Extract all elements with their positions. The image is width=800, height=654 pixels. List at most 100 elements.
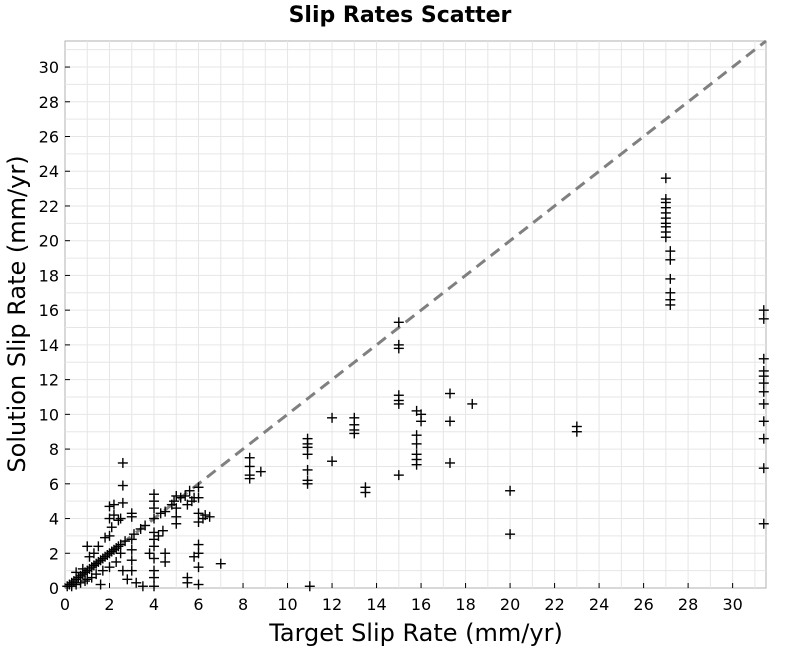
data-point [758, 378, 769, 389]
data-point [160, 556, 171, 567]
data-point [149, 581, 160, 592]
data-point [193, 482, 204, 493]
data-point [393, 398, 404, 409]
data-point [122, 574, 133, 585]
x-tick-label: 8 [238, 595, 248, 614]
data-point [758, 353, 769, 364]
data-point [93, 541, 104, 552]
data-point [660, 232, 671, 243]
data-point [660, 173, 671, 184]
data-point [106, 522, 117, 533]
data-point [66, 581, 77, 592]
y-tick-label: 16 [39, 301, 59, 320]
data-point [571, 426, 582, 437]
y-tick-label: 12 [39, 371, 59, 390]
data-point [155, 508, 166, 519]
data-point [160, 548, 171, 559]
data-point [255, 466, 266, 477]
y-axis-label: Solution Slip Rate (mm/yr) [3, 155, 31, 472]
data-point [149, 513, 160, 524]
data-point [193, 562, 204, 573]
data-point [149, 553, 160, 564]
data-point [126, 544, 137, 555]
data-point [91, 569, 102, 580]
data-point [444, 457, 455, 468]
data-point [758, 416, 769, 427]
y-tick-label: 24 [39, 162, 59, 181]
data-point [758, 398, 769, 409]
data-point [393, 343, 404, 354]
data-point [180, 490, 191, 501]
x-tick-label: 26 [633, 595, 653, 614]
x-tick-label: 22 [544, 595, 564, 614]
data-point [126, 534, 137, 545]
y-tick-label: 20 [39, 232, 59, 251]
data-point [126, 508, 137, 519]
data-point [169, 496, 180, 507]
data-point [171, 490, 182, 501]
y-tick-label: 0 [49, 579, 59, 598]
data-point [411, 430, 422, 441]
data-point [149, 503, 160, 514]
data-point [758, 463, 769, 474]
data-point [467, 398, 478, 409]
x-tick-label: 0 [60, 595, 70, 614]
y-tick-label: 22 [39, 197, 59, 216]
data-point [97, 565, 108, 576]
data-point [149, 572, 160, 583]
data-point [393, 470, 404, 481]
data-point [88, 548, 99, 559]
x-tick-label: 4 [149, 595, 159, 614]
data-point [360, 487, 371, 498]
reference-line [64, 39, 767, 590]
data-point [117, 565, 128, 576]
data-point [104, 530, 115, 541]
data-point [120, 536, 131, 547]
x-tick-label: 16 [411, 595, 431, 614]
data-point [411, 459, 422, 470]
data-point [302, 478, 313, 489]
x-tick-label: 28 [678, 595, 698, 614]
data-point [82, 541, 93, 552]
data-point [193, 492, 204, 503]
x-tick-label: 20 [500, 595, 520, 614]
data-point [75, 577, 86, 588]
data-point [137, 581, 148, 592]
data-point [182, 577, 193, 588]
data-point [175, 492, 186, 503]
data-point [244, 461, 255, 472]
data-point [128, 529, 139, 540]
data-point [327, 456, 338, 467]
data-point [117, 480, 128, 491]
data-point [80, 576, 91, 587]
x-tick-label: 30 [722, 595, 742, 614]
x-tick-label: 10 [277, 595, 297, 614]
x-tick-label: 12 [322, 595, 342, 614]
data-point [111, 556, 122, 567]
data-point [244, 473, 255, 484]
data-point [505, 485, 516, 496]
data-point [149, 541, 160, 552]
data-point [393, 317, 404, 328]
y-tick-label: 18 [39, 266, 59, 285]
x-tick-label: 24 [589, 595, 609, 614]
y-tick-label: 14 [39, 336, 59, 355]
y-tick-label: 4 [49, 510, 59, 529]
data-point [157, 525, 168, 536]
x-axis-label: Target Slip Rate (mm/yr) [268, 619, 563, 647]
chart-title: Slip Rates Scatter [289, 3, 512, 28]
data-point [302, 464, 313, 475]
data-point [665, 254, 676, 265]
y-tick-label: 8 [49, 440, 59, 459]
data-point [302, 449, 313, 460]
data-point [444, 388, 455, 399]
data-point [117, 497, 128, 508]
data-point [95, 579, 106, 590]
y-tick-label: 30 [39, 58, 59, 77]
data-point [108, 510, 119, 521]
data-point [184, 485, 195, 496]
data-point [304, 581, 315, 592]
data-point [505, 529, 516, 540]
data-point [113, 541, 124, 552]
data-point [204, 511, 215, 522]
